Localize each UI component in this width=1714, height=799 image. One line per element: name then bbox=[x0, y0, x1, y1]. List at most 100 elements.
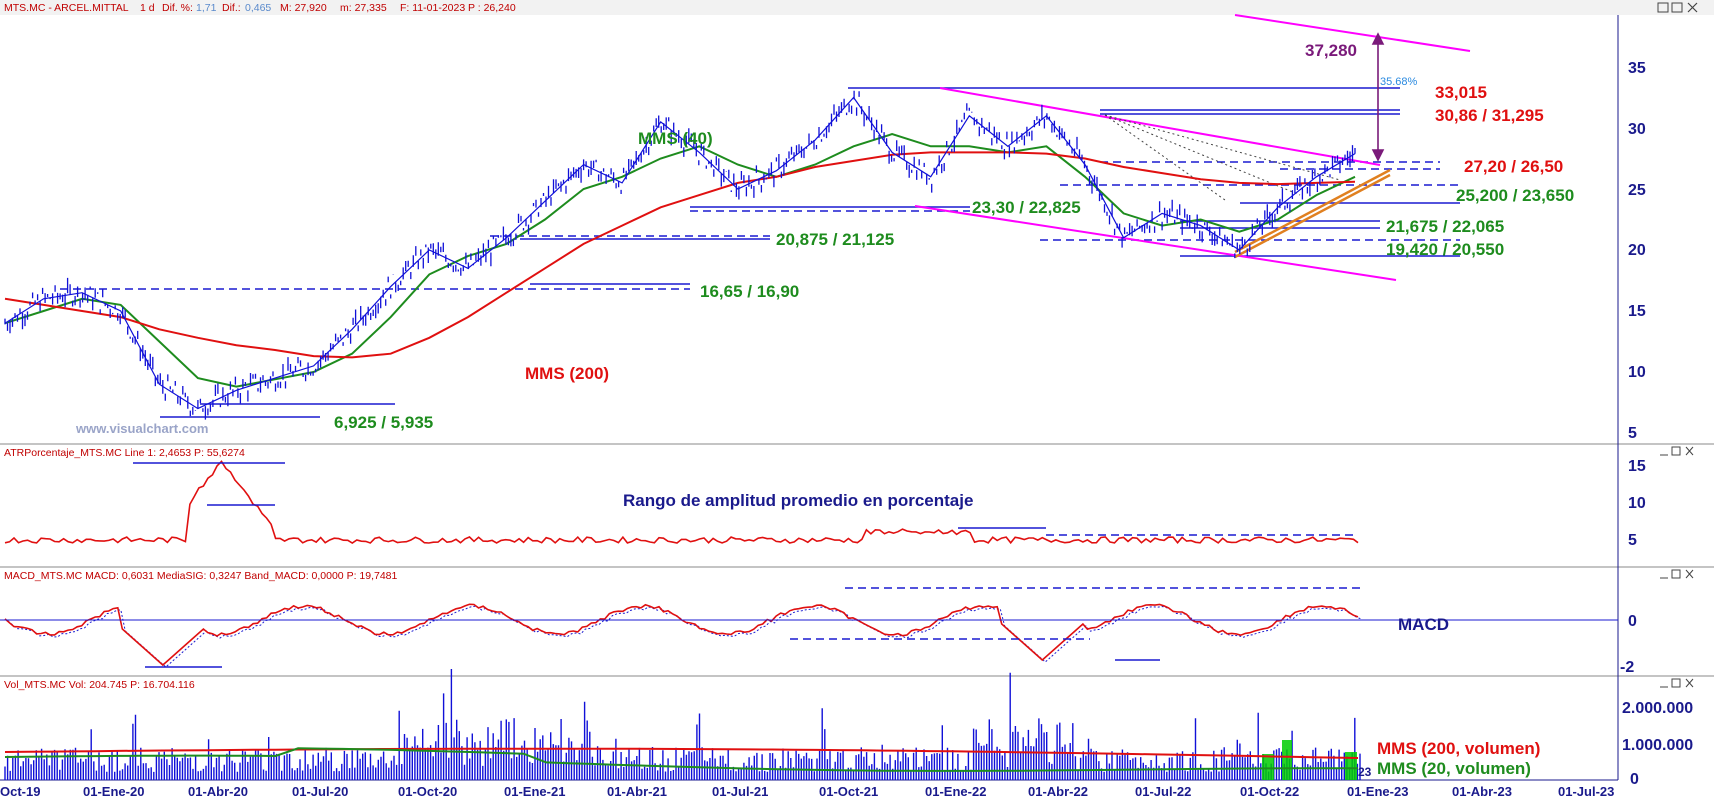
series-line-price bbox=[4, 96, 1356, 410]
atr-header: ATRPorcentaje_MTS.MC Line 1: 2,4653 P: 5… bbox=[4, 447, 245, 459]
time-tick: 01-Abr-20 bbox=[188, 784, 248, 799]
atr-tick: 5 bbox=[1628, 532, 1637, 549]
time-tick: 01-Ene-23 bbox=[1347, 784, 1408, 799]
uptrend-lines bbox=[1234, 168, 1391, 259]
price-tick: 25 bbox=[1628, 182, 1646, 199]
vol-tail-label: 23 bbox=[1358, 765, 1372, 779]
price-tick: 30 bbox=[1628, 121, 1646, 138]
resistance-label: 27,20 / 26,50 bbox=[1464, 157, 1563, 176]
header-date: F: 11-01-2023 bbox=[400, 2, 465, 14]
target-label: 37,280 bbox=[1305, 41, 1357, 60]
channel-top-line bbox=[1234, 14, 1471, 52]
watermark: www.visualchart.com bbox=[75, 421, 208, 436]
volume-header: Vol_MTS.MC Vol: 204.745 P: 16.704.116 bbox=[4, 679, 195, 691]
volume-highlight-bar bbox=[1282, 740, 1292, 780]
maximize-icon[interactable] bbox=[1671, 446, 1681, 456]
maximize-icon[interactable] bbox=[1671, 2, 1683, 13]
price-tick: 10 bbox=[1628, 364, 1646, 381]
price-tick: 5 bbox=[1628, 425, 1637, 442]
time-tick: 01-Jul-21 bbox=[712, 784, 768, 799]
time-tick: 01-Abr-21 bbox=[607, 784, 667, 799]
support-label: 19,420 / 20,550 bbox=[1386, 240, 1504, 259]
minimize-icon[interactable] bbox=[1657, 2, 1669, 13]
macd-tick: 0 bbox=[1628, 613, 1637, 630]
close-icon[interactable] bbox=[1685, 446, 1694, 456]
support-resistance-lines bbox=[60, 87, 1460, 418]
vol-mms20-label: MMS (20, volumen) bbox=[1377, 759, 1531, 778]
support-label: 6,925 / 5,935 bbox=[334, 413, 433, 432]
fan-line bbox=[1104, 114, 1341, 181]
macd-line bbox=[4, 603, 1359, 667]
time-tick: 01-Ene-21 bbox=[504, 784, 565, 799]
time-axis: Oct-19 01-Ene-20 01-Abr-20 01-Jul-20 01-… bbox=[0, 784, 1614, 799]
series-line-mms200 bbox=[4, 151, 1356, 359]
time-tick: 01-Abr-23 bbox=[1452, 784, 1512, 799]
mms40-label: MMS (40) bbox=[638, 129, 713, 148]
volume-mms20-line bbox=[4, 747, 1358, 772]
time-tick: 01-Abr-22 bbox=[1028, 784, 1088, 799]
uptrend-line bbox=[1234, 173, 1391, 259]
time-tick: 01-Oct-22 bbox=[1240, 784, 1299, 799]
close-icon[interactable] bbox=[1685, 569, 1694, 579]
time-tick: 01-Oct-21 bbox=[819, 784, 878, 799]
time-tick: 01-Jul-23 bbox=[1558, 784, 1614, 799]
series-layer bbox=[4, 90, 1362, 780]
header-period: 1 d bbox=[140, 2, 155, 14]
macd-tick: -2 bbox=[1620, 659, 1634, 676]
resistance-label: 33,015 bbox=[1435, 83, 1487, 102]
window-controls[interactable] bbox=[1657, 2, 1698, 13]
resistance-label: 30,86 / 31,295 bbox=[1435, 106, 1544, 125]
channel-upper-line bbox=[939, 87, 1381, 166]
fan-line bbox=[1104, 114, 1301, 196]
fan-lines bbox=[1104, 114, 1341, 201]
price-tick: 15 bbox=[1628, 303, 1646, 320]
vol-mms200-label: MMS (200, volumen) bbox=[1377, 739, 1540, 758]
target-arrow bbox=[1371, 32, 1385, 162]
header-dif: 0,465 bbox=[245, 2, 271, 14]
macd-signal-line bbox=[7, 605, 1362, 668]
bearish-channel bbox=[914, 14, 1471, 281]
close-icon[interactable] bbox=[1685, 678, 1694, 688]
time-tick: 01-Jul-20 bbox=[292, 784, 348, 799]
time-tick: Oct-19 bbox=[0, 784, 40, 799]
volume-tick: 1.000.000 bbox=[1622, 737, 1693, 754]
channel-lower-line bbox=[914, 205, 1397, 281]
support-label: 25,200 / 23,650 bbox=[1456, 186, 1574, 205]
support-label: 20,875 / 21,125 bbox=[776, 230, 894, 249]
panel-controls[interactable] bbox=[1660, 446, 1694, 688]
time-tick: 01-Oct-20 bbox=[398, 784, 457, 799]
arrow-down-icon bbox=[1371, 149, 1385, 162]
close-icon[interactable] bbox=[1687, 2, 1698, 13]
pct-label: 35.68% bbox=[1380, 76, 1418, 88]
support-label: 21,675 / 22,065 bbox=[1386, 217, 1504, 236]
uptrend-line bbox=[1234, 168, 1391, 254]
atr-tick: 15 bbox=[1628, 458, 1646, 475]
header-bar bbox=[0, 0, 1714, 15]
time-tick: 01-Ene-20 bbox=[83, 784, 144, 799]
time-tick: 01-Jul-22 bbox=[1135, 784, 1191, 799]
macd-header: MACD_MTS.MC MACD: 0,6031 MediaSIG: 0,324… bbox=[4, 570, 398, 582]
maximize-icon[interactable] bbox=[1671, 569, 1681, 579]
price-axis: 35 30 25 20 15 10 5 15 10 5 0 -2 2.000.0… bbox=[1620, 60, 1693, 788]
volume-mms200-line bbox=[4, 747, 1359, 759]
macd-levels bbox=[0, 587, 1618, 668]
atr-title: Rango de amplitud promedio en porcentaje bbox=[623, 491, 973, 510]
time-tick: 01-Ene-22 bbox=[925, 784, 986, 799]
support-label: 16,65 / 16,90 bbox=[700, 282, 799, 301]
volume-bars bbox=[4, 669, 1361, 780]
header-dif-label: Dif.: bbox=[222, 2, 241, 14]
volume-tick: 2.000.000 bbox=[1622, 700, 1693, 717]
mms200-label: MMS (200) bbox=[525, 364, 609, 383]
atr-line bbox=[4, 460, 1359, 545]
atr-tick: 10 bbox=[1628, 495, 1646, 512]
maximize-icon[interactable] bbox=[1671, 678, 1681, 688]
price-tick: 20 bbox=[1628, 242, 1646, 259]
atr-levels bbox=[133, 462, 1355, 536]
header-max: M: 27,920 bbox=[280, 2, 327, 14]
volume-highlight-bar bbox=[1345, 752, 1357, 780]
volume-highlight-bar bbox=[1262, 754, 1274, 780]
price-tick: 35 bbox=[1628, 60, 1646, 77]
price-bars bbox=[4, 90, 1356, 420]
header-price: P : 26,240 bbox=[468, 2, 516, 14]
